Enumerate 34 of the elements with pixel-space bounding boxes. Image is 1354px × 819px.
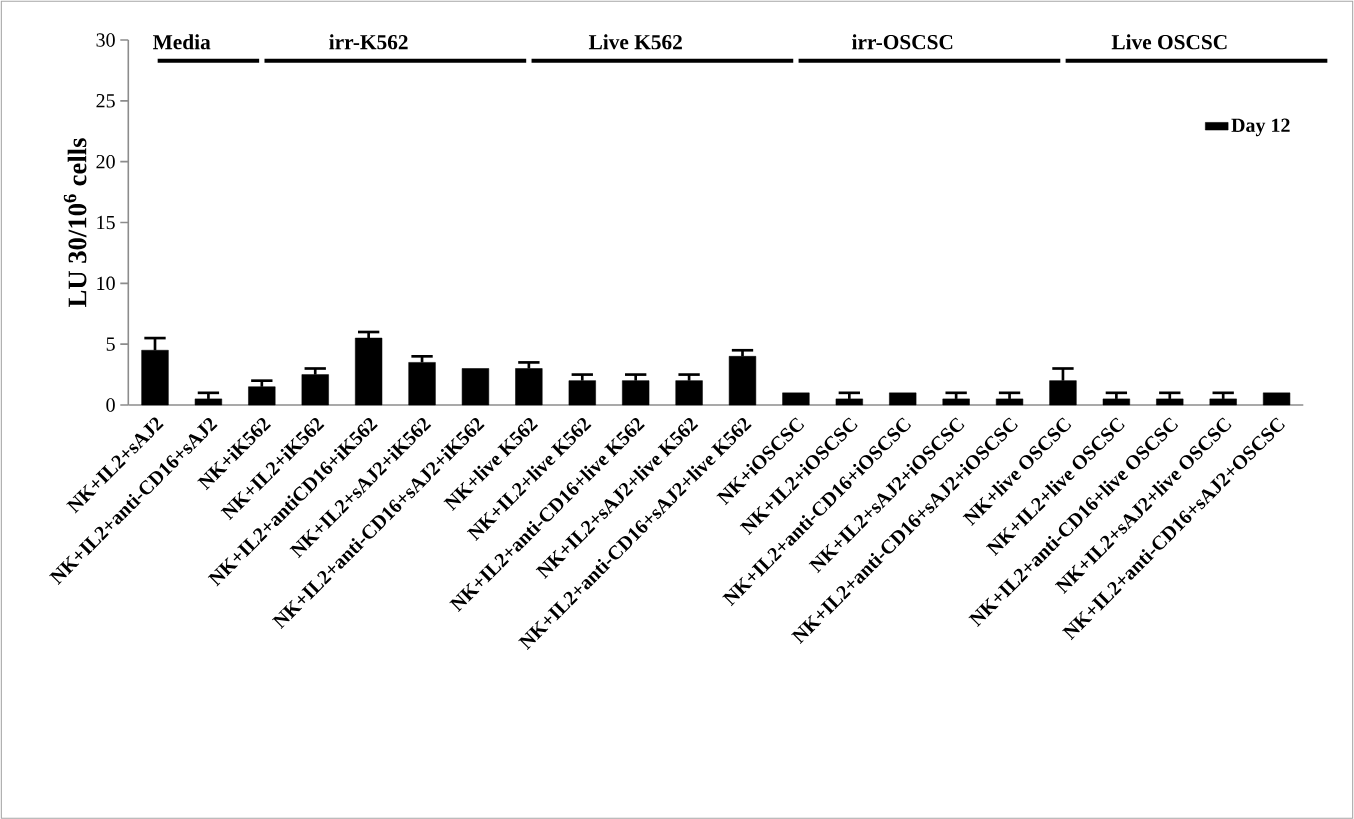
y-tick-label: 15 — [97, 215, 115, 230]
annotation: Live K562 — [588, 34, 682, 50]
annotation: Media — [153, 34, 211, 50]
annotation: irr-OSCSC — [852, 34, 953, 50]
bar — [889, 392, 917, 406]
annotation: Live OSCSC — [1111, 34, 1227, 50]
legend-label: Day 12 — [1231, 118, 1290, 137]
y-tick-label: 20 — [96, 154, 115, 169]
bar — [622, 380, 650, 406]
bar — [1209, 398, 1237, 406]
bar — [301, 374, 329, 406]
bar — [515, 368, 543, 406]
bar — [728, 356, 757, 406]
y-tick-label: 5 — [106, 337, 115, 351]
bar — [1156, 398, 1184, 406]
bar — [461, 368, 490, 406]
y-tick-label: 0 — [106, 398, 115, 412]
bar — [995, 398, 1024, 406]
bar — [568, 380, 596, 406]
bar — [194, 398, 223, 406]
y-tick-label: 25 — [96, 94, 115, 108]
bar — [1262, 392, 1291, 406]
bar — [782, 392, 810, 406]
y-axis-title: LU 30/10$^{6}$ cells — [63, 138, 87, 308]
bar — [675, 380, 703, 406]
y-tick-label: 30 — [96, 33, 115, 47]
annotation: irr-K562 — [329, 34, 408, 50]
bar — [355, 337, 383, 406]
bar — [1102, 398, 1130, 406]
bar — [942, 398, 970, 406]
bar — [408, 362, 436, 406]
bar — [835, 398, 863, 406]
bar — [248, 386, 276, 406]
y-tick-label: 10 — [97, 276, 115, 291]
